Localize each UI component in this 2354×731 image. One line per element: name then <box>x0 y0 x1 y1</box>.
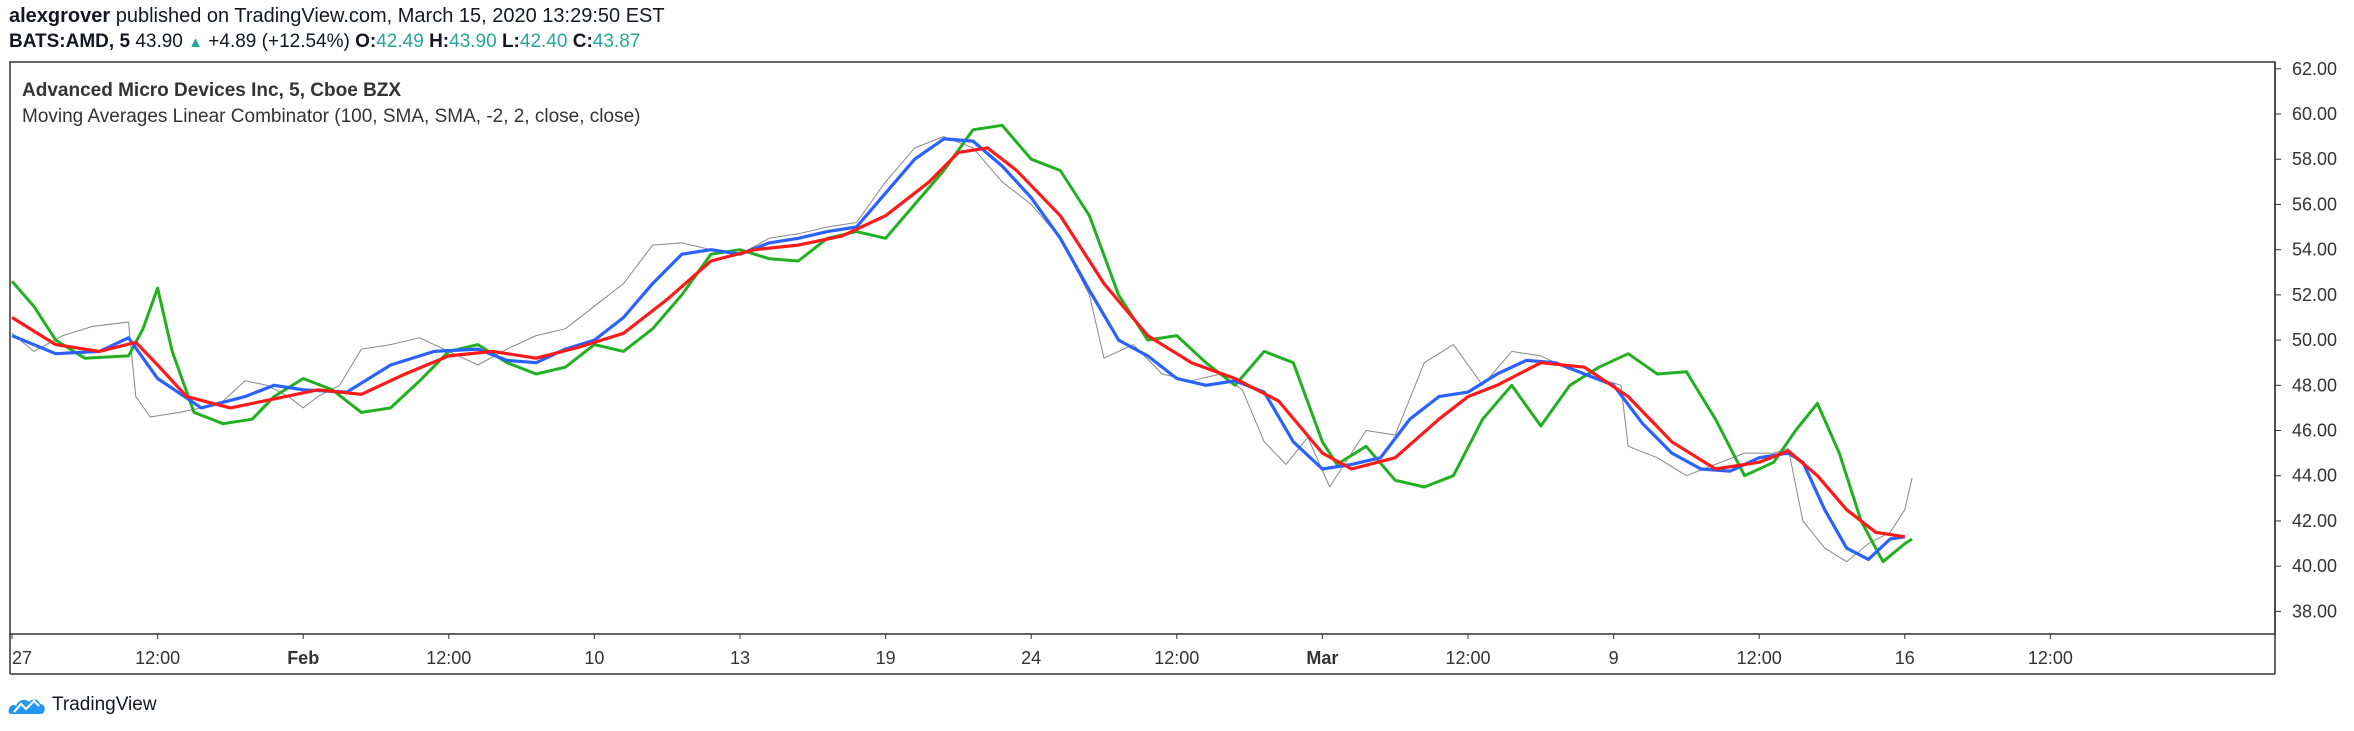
y-tick-label: 38.00 <box>2292 601 2337 621</box>
y-tick-label: 42.00 <box>2292 511 2337 531</box>
x-tick-label: 9 <box>1609 648 1619 668</box>
y-tick-label: 54.00 <box>2292 240 2337 260</box>
x-tick-label: Feb <box>287 648 319 668</box>
low-label: L: <box>501 31 520 52</box>
y-tick-label: 50.00 <box>2292 330 2337 350</box>
open-label: O: <box>355 31 377 52</box>
plot-frame <box>9 61 2276 635</box>
x-tick-label: 13 <box>730 648 750 668</box>
indicator-label: Moving Averages Linear Combinator (100, … <box>22 106 640 127</box>
published-text: published on TradingView.com, March 15, … <box>115 5 665 27</box>
x-tick-label: Mar <box>1306 648 1338 668</box>
y-tick-label: 46.00 <box>2292 421 2337 441</box>
time-axis[interactable]: 27 12:00 Feb 12:00 10 13 19 24 12:00 Mar 12:00 9 12:… <box>11 634 2073 668</box>
price-line <box>11 136 1913 563</box>
publish-info: alexgrover published on TradingView.com,… <box>9 5 665 28</box>
y-tick-label: 58.00 <box>2292 149 2337 169</box>
high-label: H: <box>429 31 450 52</box>
x-tick-label: 27 <box>12 648 32 668</box>
y-tick-label: 60.00 <box>2292 104 2337 124</box>
ohlc-bar: BATS:AMD, 5 43.90 ▲ +4.89 (+12.54%) O:42… <box>9 31 640 53</box>
high-value: 43.90 <box>449 31 497 52</box>
last-price: 43.90 <box>135 31 183 52</box>
open-value: 42.49 <box>376 31 424 52</box>
x-tick-label: 12:00 <box>1154 648 1199 668</box>
tradingview-logo-icon <box>8 699 45 714</box>
x-tick-label: 12:00 <box>135 648 180 668</box>
y-tick-label: 48.00 <box>2292 375 2337 395</box>
x-tick-label: 10 <box>584 648 604 668</box>
close-value: 43.87 <box>592 31 641 52</box>
y-tick-label: 56.00 <box>2292 194 2337 214</box>
chart-title: Advanced Micro Devices Inc, 5, Cboe BZX <box>22 80 401 101</box>
low-value: 42.40 <box>519 31 568 52</box>
x-tick-label: 12:00 <box>2028 648 2073 668</box>
close-label: C: <box>572 31 593 52</box>
x-tick-label: 12:00 <box>1737 648 1782 668</box>
author-name[interactable]: alexgrover <box>9 5 111 27</box>
x-tick-label: 16 <box>1895 648 1915 668</box>
x-tick-label: 24 <box>1021 648 1041 668</box>
x-tick-label: 12:00 <box>1445 648 1490 668</box>
ma-green-line <box>10 123 1913 564</box>
symbol-label: BATS:AMD, 5 <box>9 31 131 52</box>
y-tick-label: 44.00 <box>2292 466 2337 486</box>
y-tick-label: 52.00 <box>2292 285 2337 305</box>
tradingview-brand[interactable]: TradingView <box>8 690 157 720</box>
price-axis[interactable]: 38.00 40.00 42.00 44.00 46.00 48.00 50.00 52.00… <box>2275 59 2337 622</box>
y-tick-label: 40.00 <box>2292 556 2337 576</box>
brand-name: TradingView <box>52 694 157 715</box>
x-tick-label: 12:00 <box>426 648 471 668</box>
x-tick-label: 19 <box>876 648 896 668</box>
ma-red-line <box>11 146 1906 539</box>
up-arrow-icon: ▲ <box>188 34 204 51</box>
ma-blue-line <box>11 137 1906 562</box>
price-change: +4.89 (+12.54%) <box>208 31 350 52</box>
series-layer <box>10 123 1913 564</box>
y-tick-label: 62.00 <box>2292 59 2337 79</box>
